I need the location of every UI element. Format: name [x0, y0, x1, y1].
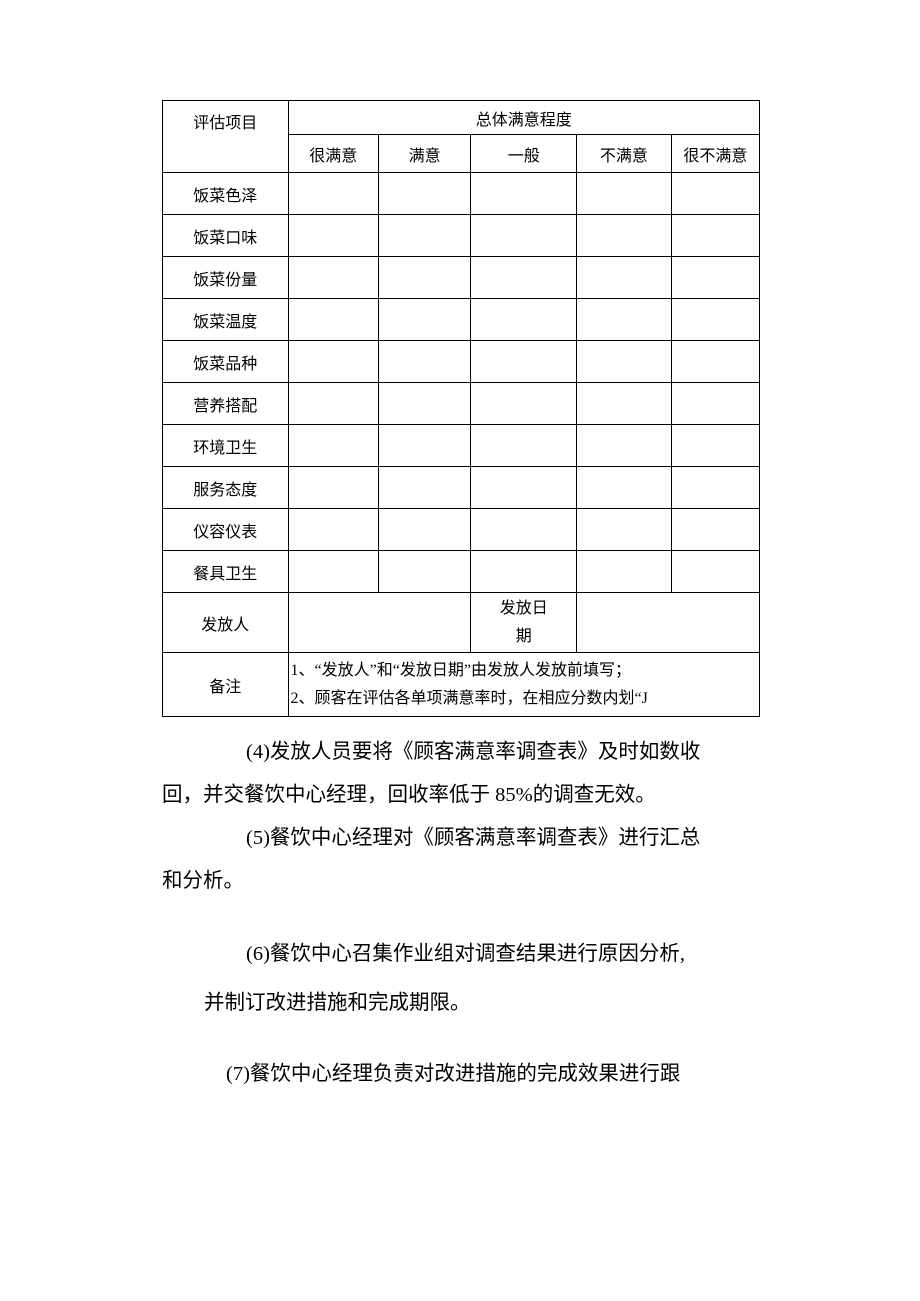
- cell: [288, 257, 378, 299]
- cell: [378, 467, 471, 509]
- cell: [671, 341, 759, 383]
- issuer-date-label: 发放日期: [471, 593, 577, 653]
- para-5b: 和分析。: [162, 860, 760, 903]
- body-text: (4)发放人员要将《顾客满意率调查表》及时如数收 回，并交餐饮中心经理，回收率低…: [162, 731, 760, 1096]
- row-label: 餐具卫生: [163, 551, 289, 593]
- cell: [471, 509, 577, 551]
- cell: [577, 551, 672, 593]
- table-row: 饭菜温度: [163, 299, 760, 341]
- cell: [577, 257, 672, 299]
- cell: [671, 509, 759, 551]
- notes-line1: 1、“发放人”和“发放日期”由发放人发放前填写；: [291, 657, 757, 684]
- cell: [288, 467, 378, 509]
- notes-content: 1、“发放人”和“发放日期”由发放人发放前填写； 2、顾客在评估各单项满意率时，…: [288, 653, 759, 717]
- table-row: 饭菜色泽: [163, 173, 760, 215]
- satisfaction-table: 评估项目 总体满意程度 很满意 满意 一般 不满意 很不满意 饭菜色泽 饭菜口味…: [162, 100, 760, 717]
- notes-row: 备注 1、“发放人”和“发放日期”由发放人发放前填写； 2、顾客在评估各单项满意…: [163, 653, 760, 717]
- cell: [378, 341, 471, 383]
- cell: [288, 551, 378, 593]
- cell: [378, 551, 471, 593]
- cell: [671, 467, 759, 509]
- cell: [577, 467, 672, 509]
- cell: [378, 215, 471, 257]
- cell: [671, 257, 759, 299]
- cell: [471, 173, 577, 215]
- notes-line2: 2、顾客在评估各单项满意率时，在相应分数内划“J: [291, 685, 757, 712]
- cell: [288, 299, 378, 341]
- cell: [471, 257, 577, 299]
- cell: [378, 425, 471, 467]
- cell: [577, 425, 672, 467]
- cell: [671, 383, 759, 425]
- table-row: 饭菜份量: [163, 257, 760, 299]
- row-label: 服务态度: [163, 467, 289, 509]
- scale-1: 满意: [378, 135, 471, 173]
- cell: [378, 257, 471, 299]
- cell: [671, 173, 759, 215]
- cell: [288, 341, 378, 383]
- issuer-row: 发放人 发放日期: [163, 593, 760, 653]
- row-label: 营养搭配: [163, 383, 289, 425]
- cell: [577, 509, 672, 551]
- cell: [288, 425, 378, 467]
- cell: [471, 215, 577, 257]
- table-row: 餐具卫生: [163, 551, 760, 593]
- para-6a: (6)餐饮中心召集作业组对调查结果进行原因分析,: [162, 933, 760, 976]
- table-row: 饭菜品种: [163, 341, 760, 383]
- header-overall: 总体满意程度: [288, 101, 759, 135]
- cell: [671, 215, 759, 257]
- cell: [577, 173, 672, 215]
- scale-0: 很满意: [288, 135, 378, 173]
- cell: [471, 341, 577, 383]
- issuer-person-value: [288, 593, 471, 653]
- para-4a: (4)发放人员要将《顾客满意率调查表》及时如数收: [162, 731, 760, 774]
- table-row: 营养搭配: [163, 383, 760, 425]
- cell: [378, 509, 471, 551]
- cell: [288, 509, 378, 551]
- row-label: 饭菜份量: [163, 257, 289, 299]
- cell: [577, 215, 672, 257]
- cell: [577, 299, 672, 341]
- cell: [471, 467, 577, 509]
- issuer-date-value: [577, 593, 760, 653]
- cell: [378, 383, 471, 425]
- table-row: 饭菜口味: [163, 215, 760, 257]
- row-label: 饭菜色泽: [163, 173, 289, 215]
- row-label: 饭菜品种: [163, 341, 289, 383]
- row-label: 仪容仪表: [163, 509, 289, 551]
- cell: [577, 383, 672, 425]
- cell: [471, 551, 577, 593]
- table-row: 环境卫生: [163, 425, 760, 467]
- cell: [288, 215, 378, 257]
- cell: [288, 383, 378, 425]
- cell: [378, 299, 471, 341]
- para-5a: (5)餐饮中心经理对《顾客满意率调查表》进行汇总: [162, 817, 760, 860]
- para-6b: 并制订改进措施和完成期限。: [162, 982, 760, 1025]
- cell: [577, 341, 672, 383]
- para-7: (7)餐饮中心经理负责对改进措施的完成效果进行跟: [162, 1053, 760, 1096]
- para-4b: 回，并交餐饮中心经理，回收率低于 85%的调查无效。: [162, 774, 760, 817]
- row-label: 饭菜温度: [163, 299, 289, 341]
- scale-2: 一般: [471, 135, 577, 173]
- cell: [671, 299, 759, 341]
- header-item: 评估项目: [163, 101, 289, 173]
- cell: [288, 173, 378, 215]
- cell: [471, 383, 577, 425]
- issuer-person-label: 发放人: [163, 593, 289, 653]
- notes-label: 备注: [163, 653, 289, 717]
- cell: [671, 425, 759, 467]
- table-row: 仪容仪表: [163, 509, 760, 551]
- row-label: 环境卫生: [163, 425, 289, 467]
- cell: [671, 551, 759, 593]
- row-label: 饭菜口味: [163, 215, 289, 257]
- cell: [471, 299, 577, 341]
- table-row: 服务态度: [163, 467, 760, 509]
- cell: [378, 173, 471, 215]
- scale-4: 很不满意: [671, 135, 759, 173]
- scale-3: 不满意: [577, 135, 672, 173]
- cell: [471, 425, 577, 467]
